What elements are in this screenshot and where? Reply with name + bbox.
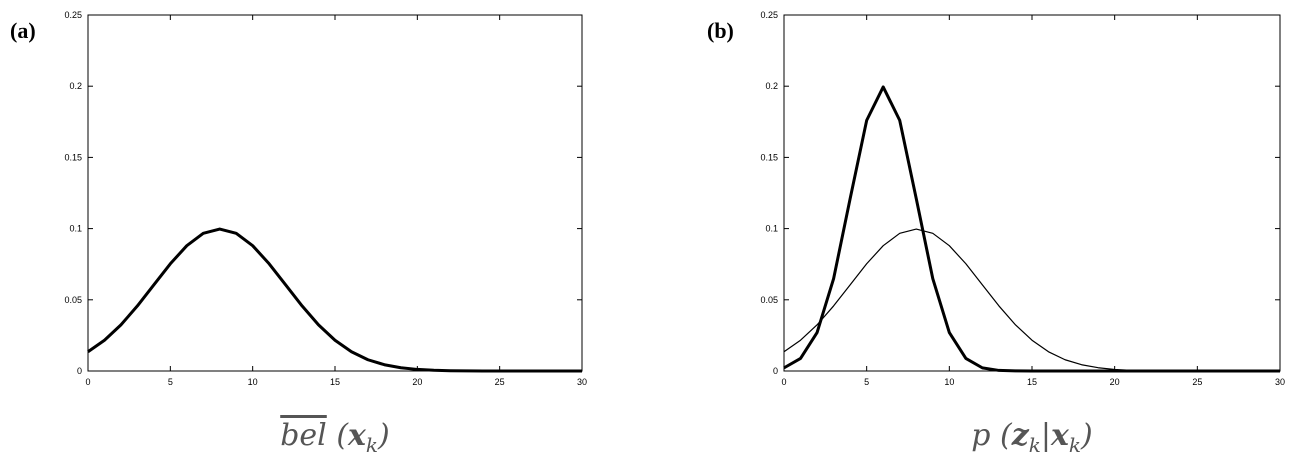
x-axis-label-part: k — [366, 433, 378, 457]
curve — [783, 228, 1280, 372]
y-tick-label: 0.25 — [760, 10, 778, 20]
x-tick-label: 10 — [944, 377, 954, 387]
x-axis-label-part: ) — [1080, 418, 1093, 453]
x-axis-label-part: k — [1069, 433, 1081, 457]
y-tick-label: 0.1 — [69, 224, 82, 234]
y-tick-label: 0.2 — [69, 81, 82, 91]
x-tick-label: 0 — [781, 377, 786, 387]
x-axis-label-part: ( — [327, 418, 350, 453]
y-tick-label: 0 — [77, 366, 82, 376]
x-axis-label-part: k — [1029, 433, 1041, 457]
y-tick-label: 0.2 — [765, 81, 778, 91]
x-tick-label: 30 — [1275, 377, 1285, 387]
x-tick-label: 15 — [1027, 377, 1037, 387]
x-tick-label: 15 — [330, 377, 340, 387]
y-tick-label: 0.25 — [64, 10, 82, 20]
curve — [87, 227, 582, 373]
x-tick-label: 20 — [412, 377, 422, 387]
x-axis-label-part: ) — [377, 418, 390, 453]
y-tick-label: 0.15 — [760, 152, 778, 162]
x-axis-label-part: z — [1011, 418, 1030, 453]
x-tick-label: 25 — [495, 377, 505, 387]
x-tick-label: 0 — [85, 377, 90, 387]
curve — [783, 85, 1280, 373]
y-tick-label: 0.05 — [64, 295, 82, 305]
x-tick-label: 30 — [577, 377, 587, 387]
x-tick-label: 5 — [864, 377, 869, 387]
y-tick-label: 0 — [773, 366, 778, 376]
x-axis-label-part: x — [1050, 418, 1070, 453]
y-tick-label: 0.1 — [765, 224, 778, 234]
x-axis-label: bel (xk) — [280, 418, 390, 457]
x-axis-label: p (zk|xk) — [971, 418, 1092, 457]
y-tick-label: 0.15 — [64, 152, 82, 162]
plot-frame — [87, 14, 583, 372]
panel-label: (b) — [707, 18, 734, 43]
x-axis-label-part: | — [1041, 418, 1051, 453]
x-axis-label-part: p ( — [971, 418, 1013, 453]
panel-label: (a) — [10, 18, 36, 43]
plot-frame — [783, 14, 1281, 372]
x-axis-label-part: bel — [280, 418, 327, 453]
x-tick-label: 20 — [1110, 377, 1120, 387]
x-tick-label: 5 — [168, 377, 173, 387]
x-axis-label-part: x — [347, 418, 367, 453]
y-tick-label: 0.05 — [760, 295, 778, 305]
x-tick-label: 25 — [1192, 377, 1202, 387]
x-tick-label: 10 — [248, 377, 258, 387]
